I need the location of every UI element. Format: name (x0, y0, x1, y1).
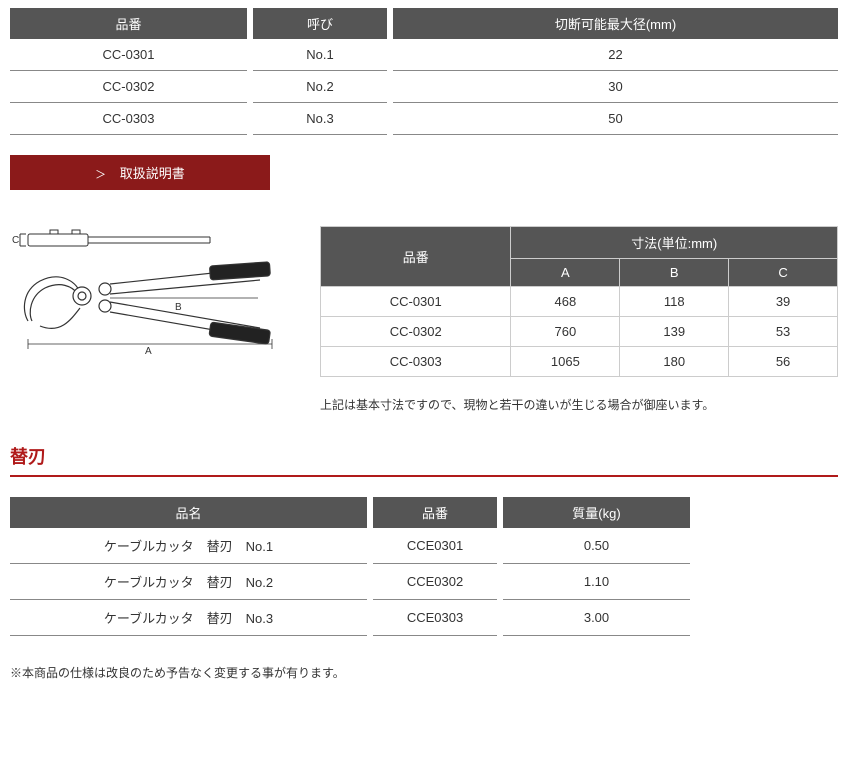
table-cell: 56 (729, 347, 838, 377)
th-dim-b: B (620, 259, 729, 287)
th-part-number: 品番 (10, 8, 250, 39)
table-cell: CC-0302 (321, 317, 511, 347)
table-cell: CCE0301 (370, 528, 500, 564)
manual-button-label: 取扱説明書 (120, 166, 185, 181)
table-cell: 180 (620, 347, 729, 377)
table-row: ケーブルカッタ 替刃 No.2CCE03021.10 (10, 564, 690, 600)
table-row: ケーブルカッタ 替刃 No.3CCE03033.00 (10, 600, 690, 636)
th-dim-a: A (511, 259, 620, 287)
table-row: ケーブルカッタ 替刃 No.1CCE03010.50 (10, 528, 690, 564)
svg-text:C: C (12, 235, 19, 246)
manual-button[interactable]: ＞ 取扱説明書 (10, 155, 270, 190)
table-cell: No.3 (250, 103, 390, 135)
specs-table: 品番 呼び 切断可能最大径(mm) CC-0301No.122CC-0302No… (10, 8, 838, 135)
table-cell: 3.00 (500, 600, 690, 636)
table-row: CC-0302No.230 (10, 71, 838, 103)
th-size-name: 呼び (250, 8, 390, 39)
table-cell: CC-0301 (10, 39, 250, 71)
table-cell: No.2 (250, 71, 390, 103)
table-cell: CC-0303 (10, 103, 250, 135)
table-cell: ケーブルカッタ 替刃 No.2 (10, 564, 370, 600)
th-product-name: 品名 (10, 497, 370, 528)
table-cell: 468 (511, 287, 620, 317)
dimensions-note: 上記は基本寸法ですので、現物と若干の違いが生じる場合が御座います。 (320, 395, 838, 415)
blades-table: 品名 品番 質量(kg) ケーブルカッタ 替刃 No.1CCE03010.50ケ… (10, 497, 690, 636)
table-cell: CCE0303 (370, 600, 500, 636)
table-cell: No.1 (250, 39, 390, 71)
th-weight: 質量(kg) (500, 497, 690, 528)
table-row: CC-0301No.122 (10, 39, 838, 71)
table-cell: 22 (390, 39, 838, 71)
th-part-number: 品番 (370, 497, 500, 528)
table-cell: ケーブルカッタ 替刃 No.3 (10, 600, 370, 636)
table-cell: CC-0303 (321, 347, 511, 377)
chevron-right-icon: ＞ (95, 169, 106, 181)
table-cell: 139 (620, 317, 729, 347)
table-cell: CCE0302 (370, 564, 500, 600)
table-cell: 1065 (511, 347, 620, 377)
table-cell: CC-0301 (321, 287, 511, 317)
table-cell: 118 (620, 287, 729, 317)
th-dim-c: C (729, 259, 838, 287)
table-cell: 39 (729, 287, 838, 317)
dimensions-table: 品番 寸法(単位:mm) A B C CC-030146811839CC-030… (320, 226, 838, 377)
table-cell: 760 (511, 317, 620, 347)
table-cell: 50 (390, 103, 838, 135)
th-dimensions: 寸法(単位:mm) (511, 227, 838, 259)
svg-text:B: B (175, 302, 182, 313)
table-row: CC-0303106518056 (321, 347, 838, 377)
table-cell: 30 (390, 71, 838, 103)
th-part-number: 品番 (321, 227, 511, 287)
svg-text:A: A (145, 346, 152, 356)
table-cell: 0.50 (500, 528, 690, 564)
spec-change-footnote: ※本商品の仕様は改良のため予告なく変更する事が有ります。 (10, 664, 838, 681)
table-row: CC-0303No.350 (10, 103, 838, 135)
table-cell: 1.10 (500, 564, 690, 600)
table-cell: ケーブルカッタ 替刃 No.1 (10, 528, 370, 564)
table-row: CC-030146811839 (321, 287, 838, 317)
product-diagram: C (10, 226, 300, 359)
table-cell: CC-0302 (10, 71, 250, 103)
table-cell: 53 (729, 317, 838, 347)
th-max-diameter: 切断可能最大径(mm) (390, 8, 838, 39)
table-row: CC-030276013953 (321, 317, 838, 347)
section-title-blades: 替刃 (10, 443, 838, 477)
